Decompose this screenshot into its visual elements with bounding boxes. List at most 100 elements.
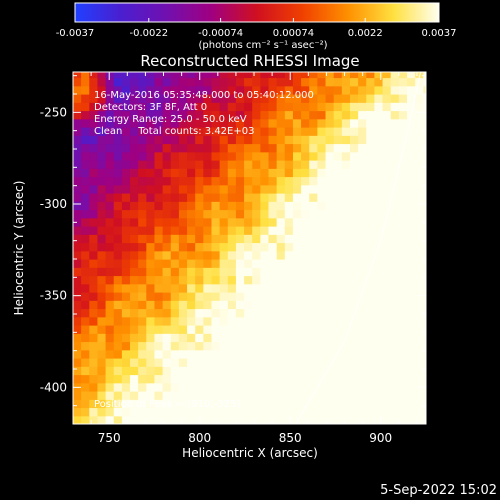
heatmap-cell <box>138 382 147 392</box>
heatmap-cell <box>358 94 367 103</box>
heatmap-cell <box>219 267 229 277</box>
heatmap-cell <box>268 72 278 79</box>
heatmap-cell <box>187 110 196 120</box>
heatmap-cell <box>227 407 237 417</box>
heatmap-cell <box>284 193 294 202</box>
heatmap-cell <box>113 217 123 227</box>
heatmap-cell <box>415 151 424 161</box>
heatmap-cell <box>325 85 335 95</box>
heatmap-cell <box>121 259 131 268</box>
heatmap-cell <box>268 201 278 211</box>
heatmap-cell <box>146 374 156 384</box>
heatmap-cell <box>81 72 90 79</box>
heatmap-cell <box>366 275 376 285</box>
heatmap-cell <box>309 283 318 293</box>
heatmap-cell <box>268 250 278 260</box>
heatmap-cell <box>105 72 115 79</box>
heatmap-cell <box>382 358 392 367</box>
heatmap-cell <box>292 127 302 136</box>
heatmap-cell <box>309 275 318 285</box>
heatmap-cell <box>374 94 384 103</box>
heatmap-cell <box>415 316 424 326</box>
heatmap-cell <box>301 201 310 211</box>
heatmap-cell <box>170 242 180 252</box>
heatmap-cell <box>292 85 302 95</box>
heatmap-cell <box>276 366 286 376</box>
heatmap-cell <box>415 160 424 169</box>
heatmap-cell <box>187 127 196 136</box>
heatmap-cell <box>244 160 253 169</box>
heatmap-cell <box>268 292 278 301</box>
heatmap-cell <box>252 72 261 79</box>
heatmap-cell <box>162 94 172 103</box>
heatmap-cell <box>415 259 424 268</box>
heatmap-cell <box>81 143 90 153</box>
heatmap-cell <box>366 226 376 235</box>
heatmap-cell <box>268 193 278 202</box>
heatmap-cell <box>398 349 408 359</box>
heatmap-cell <box>187 399 196 409</box>
heatmap-cell <box>97 110 107 120</box>
heatmap-cell <box>138 217 147 227</box>
heatmap-cell <box>415 242 424 252</box>
heatmap-cell <box>130 341 139 351</box>
heatmap-cells <box>73 72 426 424</box>
heatmap-cell <box>195 358 204 367</box>
heatmap-cell <box>341 102 351 112</box>
heatmap-cell <box>252 283 261 293</box>
heatmap-cell <box>309 135 318 145</box>
heatmap-cell <box>276 226 286 235</box>
heatmap-cell <box>235 77 245 87</box>
heatmap-cell <box>105 250 115 260</box>
heatmap-cell <box>105 234 115 244</box>
heatmap-cell <box>276 94 286 103</box>
heatmap-cell <box>301 176 310 186</box>
heatmap-cell <box>146 366 156 376</box>
heatmap-cell <box>219 160 229 169</box>
heatmap-cell <box>138 415 147 424</box>
heatmap-cell <box>130 209 139 219</box>
heatmap-cell <box>227 217 237 227</box>
heatmap-cell <box>309 209 318 219</box>
heatmap-cell <box>89 275 99 285</box>
heatmap-cell <box>170 358 180 367</box>
heatmap-cell <box>121 168 131 178</box>
heatmap-cell <box>349 110 359 120</box>
heatmap-cell <box>366 366 376 376</box>
heatmap-cell <box>415 209 424 219</box>
heatmap-cell <box>244 366 253 376</box>
heatmap-cell <box>203 399 213 409</box>
heatmap-cell <box>235 135 245 145</box>
heatmap-cell <box>170 349 180 359</box>
heatmap-cell <box>235 358 245 367</box>
x-tick-label: 900 <box>369 431 392 445</box>
y-tick-label: -300 <box>40 197 67 211</box>
solar-limb-line <box>295 72 422 424</box>
heatmap-cell <box>366 201 376 211</box>
heatmap-cell <box>382 292 392 301</box>
heatmap-cell <box>178 160 188 169</box>
heatmap-cell <box>423 234 426 244</box>
heatmap-cell <box>178 391 188 400</box>
heatmap-cell <box>252 300 261 310</box>
heatmap-cell <box>406 226 416 235</box>
heatmap-cell <box>309 85 318 95</box>
heatmap-cell <box>81 283 90 293</box>
heatmap-cell <box>341 407 351 417</box>
heatmap-cell <box>406 283 416 293</box>
heatmap-cell <box>219 72 229 79</box>
heatmap-cell <box>252 250 261 260</box>
heatmap-cell <box>178 176 188 186</box>
heatmap-cell <box>73 366 82 376</box>
heatmap-cell <box>366 358 376 367</box>
heatmap-cell <box>260 217 270 227</box>
heatmap-cell <box>284 127 294 136</box>
heatmap-cell <box>276 184 286 194</box>
heatmap-cell <box>309 127 318 136</box>
heatmap-cell <box>113 168 123 178</box>
heatmap-cell <box>349 201 359 211</box>
heatmap-cell <box>219 399 229 409</box>
heatmap-cell <box>301 250 310 260</box>
heatmap-cell <box>415 226 424 235</box>
heatmap-cell <box>219 292 229 301</box>
